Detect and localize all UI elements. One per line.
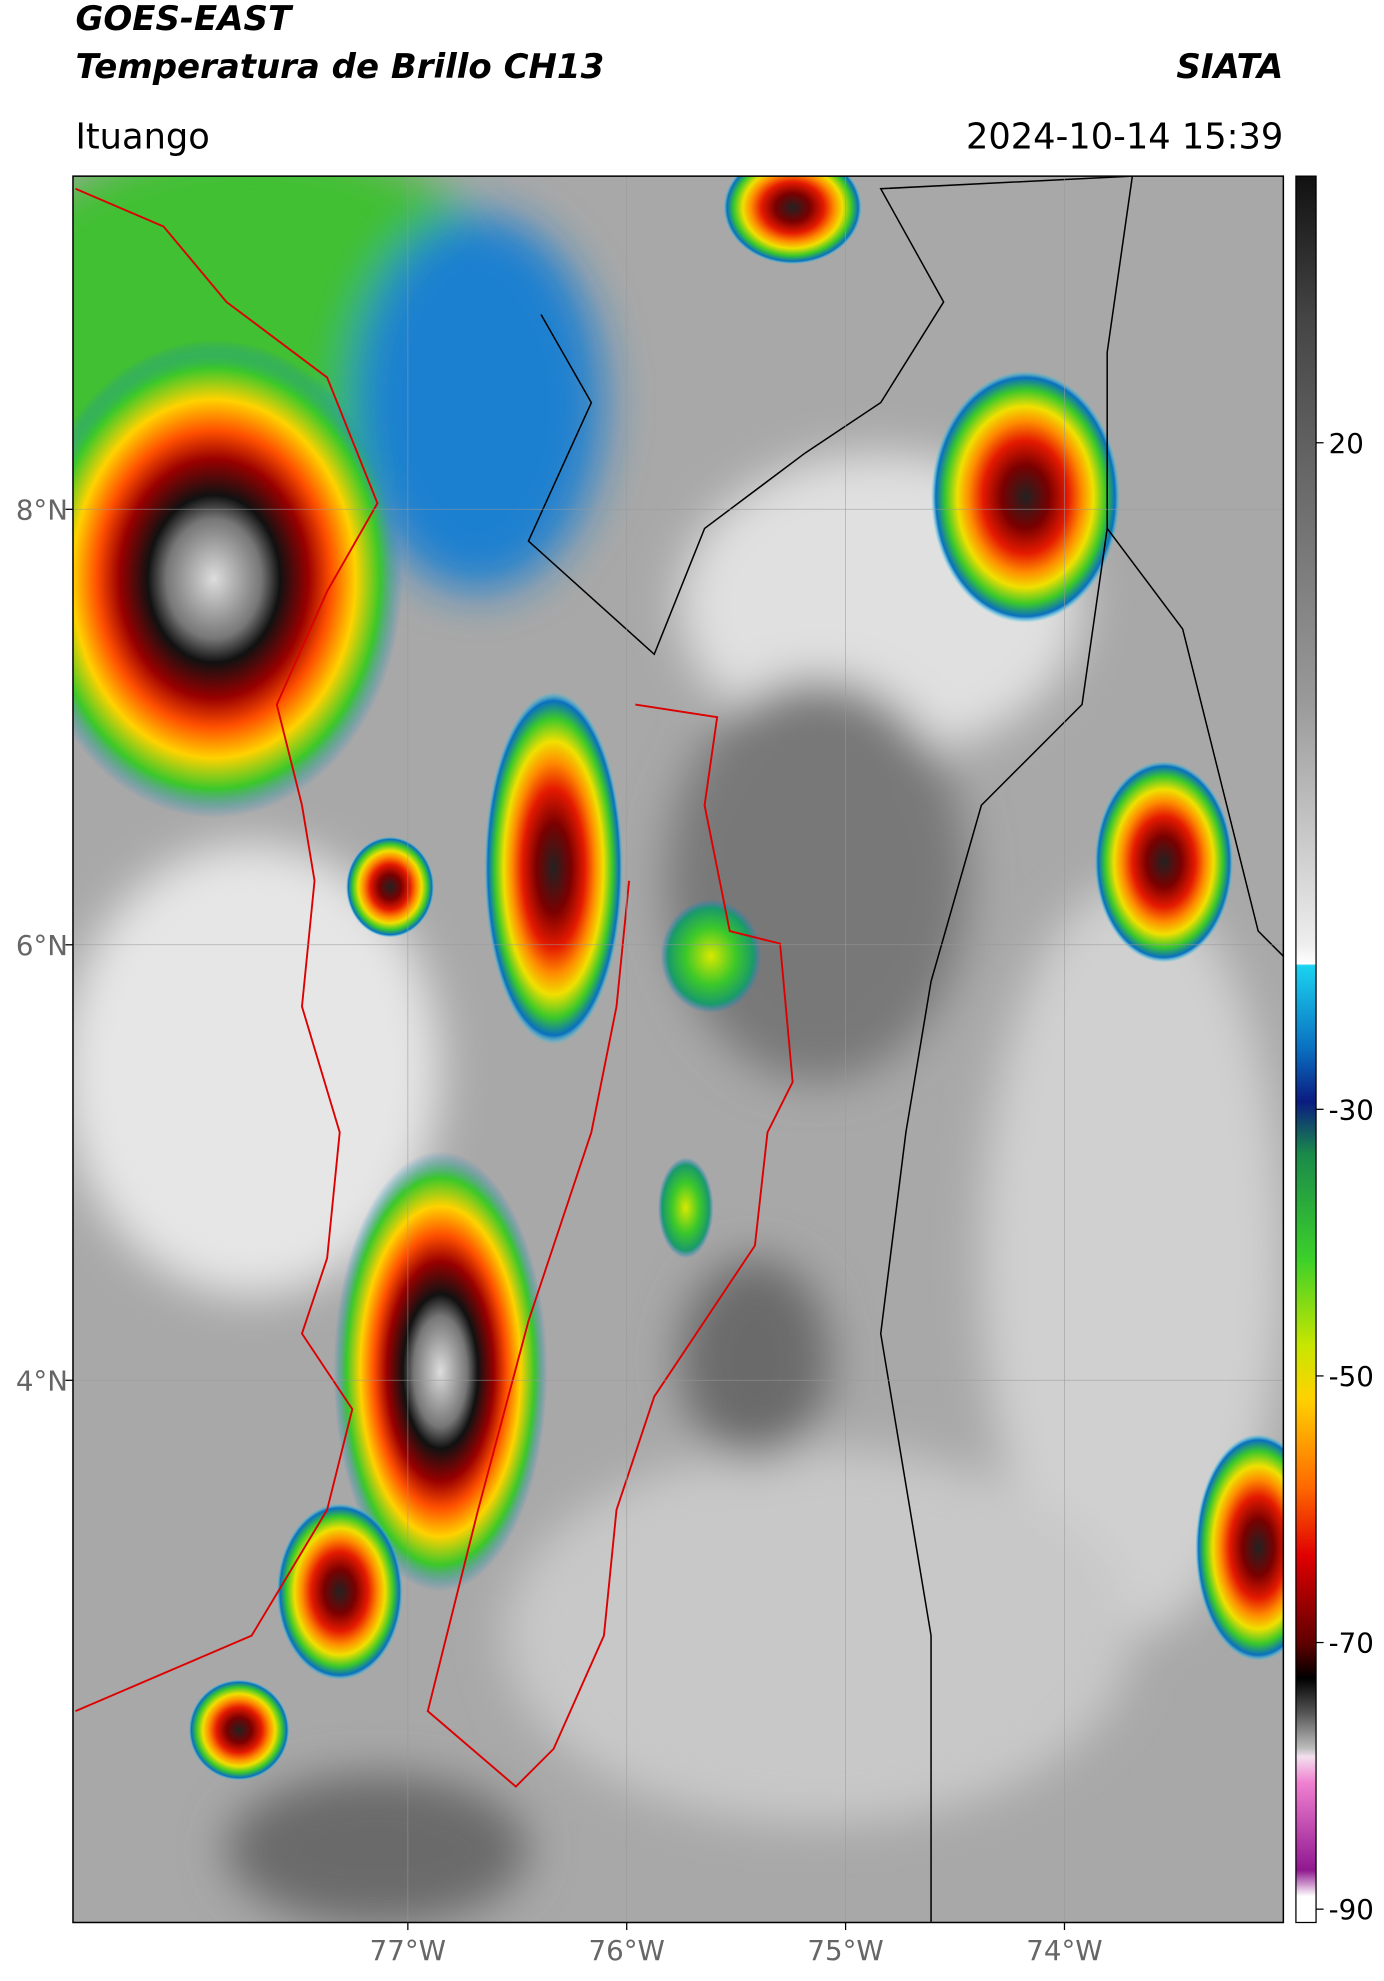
x-tick-label: 75°W: [807, 1934, 883, 1967]
storm-cell: [658, 1157, 714, 1259]
y-tick-label: 4°N: [16, 1364, 68, 1397]
colorbar: [1295, 175, 1317, 1924]
subtitle: Temperatura de Brillo CH13: [75, 47, 604, 87]
storm-cell: [723, 176, 862, 265]
x-tick-label: 77°W: [370, 1934, 446, 1967]
colorbar-tick-label: -90: [1329, 1893, 1374, 1926]
x-tick-label: 76°W: [589, 1934, 665, 1967]
storm-cell: [931, 371, 1120, 623]
storm-cell: [188, 1679, 290, 1781]
y-tick-label: 8°N: [16, 493, 68, 526]
region-border: [426, 703, 794, 1788]
title: GOES-EAST: [75, 0, 293, 39]
region: Ituango: [75, 116, 209, 157]
coastline: [75, 187, 379, 1712]
storm-cell: [72, 339, 403, 818]
admin-border: [1106, 527, 1284, 957]
storm-cell: [1094, 761, 1234, 963]
storm-cell: [346, 836, 435, 938]
storm-cell: [1195, 1434, 1284, 1661]
storm-cell: [276, 1503, 403, 1680]
colorbar-tick-label: -30: [1329, 1093, 1374, 1126]
map-frame: [72, 175, 1285, 1924]
storm-cell: [484, 691, 623, 1045]
colorbar-tick-label: -70: [1329, 1627, 1374, 1660]
graticule: [72, 176, 1284, 1923]
storm-cell: [660, 899, 762, 1013]
colorbar-tick-label: -50: [1329, 1360, 1374, 1393]
y-tick-label: 6°N: [16, 929, 68, 962]
x-tick-label: 74°W: [1026, 1934, 1102, 1967]
admin-border: [527, 176, 1134, 1923]
source: SIATA: [1176, 47, 1283, 87]
storm-cell: [333, 1151, 548, 1592]
datetime: 2024-10-14 15:39: [966, 116, 1283, 157]
satellite-image: [72, 176, 1284, 1923]
colorbar-tick-label: 20: [1329, 427, 1364, 460]
cloud-texture: [72, 176, 1284, 1923]
